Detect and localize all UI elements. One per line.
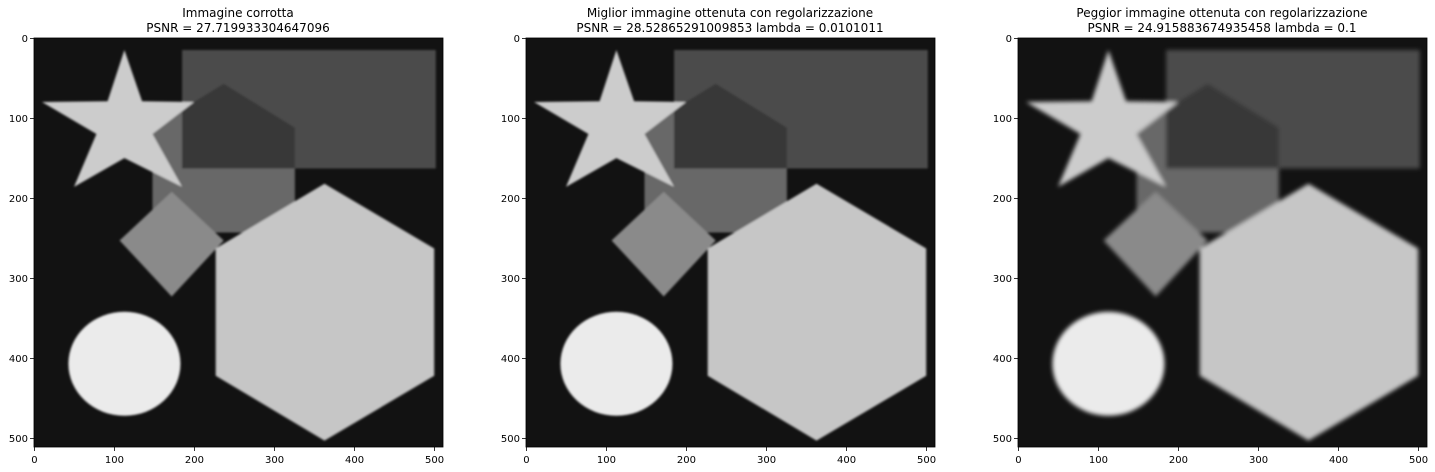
hexagon-shape [707, 183, 927, 441]
y-tick-label: 500 [501, 434, 520, 445]
axes-frame [33, 37, 444, 448]
x-tick-label: 500 [917, 455, 936, 466]
x-tick-label: 300 [1249, 455, 1268, 466]
y-tick-label: 200 [9, 194, 28, 205]
image-shapes [1026, 50, 1420, 441]
diamond-shape [611, 191, 716, 297]
image-shapes [534, 50, 928, 441]
diamond-shape [119, 191, 224, 297]
x-tick-label: 200 [1169, 455, 1188, 466]
x-tick-label: 100 [105, 455, 124, 466]
star-shape [1026, 50, 1179, 187]
x-tick-label: 0 [523, 455, 529, 466]
y-tick-label: 0 [514, 34, 520, 45]
y-tick-label: 400 [993, 354, 1012, 365]
diamond-shape [1103, 191, 1208, 297]
panel-title-line2: PSNR = 27.719933304647096 [146, 21, 329, 35]
hexagon-shape [215, 183, 435, 441]
x-tick-label: 400 [837, 455, 856, 466]
axes-frame [525, 37, 936, 448]
circle-shape [1052, 311, 1165, 416]
x-tick-label: 400 [345, 455, 364, 466]
y-tick-label: 0 [1006, 34, 1012, 45]
panel-title-line2: PSNR = 24.915883674935458 lambda = 0.1 [1087, 21, 1356, 35]
y-tick-label: 400 [501, 354, 520, 365]
y-tick-label: 300 [9, 274, 28, 285]
y-tick-label: 200 [501, 194, 520, 205]
y-tick-label: 100 [9, 114, 28, 125]
image-best-regularized [526, 38, 935, 447]
panel-title-line1: Peggior immagine ottenuta con regolarizz… [1076, 6, 1367, 20]
x-tick-label: 0 [31, 455, 37, 466]
y-tick-label: 0 [22, 34, 28, 45]
panel-best-regularized: Miglior immagine ottenuta con regolarizz… [501, 6, 936, 466]
overlap-region [1166, 83, 1279, 169]
y-tick-label: 400 [9, 354, 28, 365]
y-tick-label: 100 [501, 114, 520, 125]
x-tick-label: 0 [1015, 455, 1021, 466]
overlap-region [674, 83, 787, 169]
axes-frame [1017, 37, 1428, 448]
x-tick-label: 300 [757, 455, 776, 466]
x-tick-label: 100 [1089, 455, 1108, 466]
y-tick-label: 100 [993, 114, 1012, 125]
image-shapes [42, 50, 436, 441]
x-tick-label: 400 [1329, 455, 1348, 466]
x-tick-label: 200 [677, 455, 696, 466]
panel-title-line1: Miglior immagine ottenuta con regolarizz… [587, 6, 873, 20]
y-tick-label: 500 [9, 434, 28, 445]
x-tick-label: 300 [265, 455, 284, 466]
circle-shape [560, 311, 673, 416]
star-shape [42, 50, 195, 187]
y-tick-label: 500 [993, 434, 1012, 445]
x-tick-label: 500 [1409, 455, 1428, 466]
image-worst-regularized [1018, 38, 1427, 447]
panel-title-line2: PSNR = 28.52865291009853 lambda = 0.0101… [576, 21, 883, 35]
star-shape [534, 50, 687, 187]
image-corrupted [34, 38, 443, 447]
x-tick-label: 200 [185, 455, 204, 466]
y-tick-label: 200 [993, 194, 1012, 205]
panel-worst-regularized: Peggior immagine ottenuta con regolarizz… [993, 6, 1428, 466]
y-tick-label: 300 [993, 274, 1012, 285]
hexagon-shape [1199, 183, 1419, 441]
x-tick-label: 500 [425, 455, 444, 466]
x-tick-label: 100 [597, 455, 616, 466]
overlap-region [182, 83, 295, 169]
panel-title-line1: Immagine corrotta [182, 6, 293, 20]
circle-shape [68, 311, 181, 416]
y-tick-label: 300 [501, 274, 520, 285]
panel-corrupted: Immagine corrotta PSNR = 27.719933304647… [9, 6, 444, 466]
